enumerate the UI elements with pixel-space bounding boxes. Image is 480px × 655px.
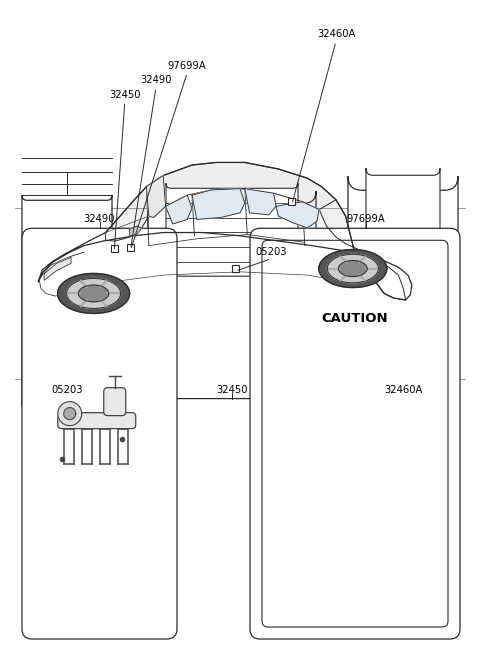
Polygon shape bbox=[67, 278, 120, 309]
Text: 32490: 32490 bbox=[140, 75, 172, 85]
Text: 32490: 32490 bbox=[84, 214, 115, 224]
Polygon shape bbox=[58, 402, 82, 426]
Bar bbox=[288, 198, 295, 205]
FancyBboxPatch shape bbox=[166, 183, 298, 281]
Text: 32460A: 32460A bbox=[384, 384, 422, 394]
FancyBboxPatch shape bbox=[250, 229, 460, 639]
FancyBboxPatch shape bbox=[58, 413, 136, 428]
Polygon shape bbox=[58, 273, 130, 314]
Text: 97699A: 97699A bbox=[168, 61, 206, 71]
Text: 32460A: 32460A bbox=[317, 29, 355, 39]
Bar bbox=[111, 246, 118, 252]
Polygon shape bbox=[38, 162, 412, 300]
Text: 05203: 05203 bbox=[255, 247, 287, 257]
Text: CAUTION: CAUTION bbox=[322, 312, 388, 325]
Polygon shape bbox=[166, 195, 192, 224]
Bar bbox=[127, 244, 134, 251]
Polygon shape bbox=[192, 189, 245, 219]
FancyBboxPatch shape bbox=[104, 388, 126, 416]
FancyBboxPatch shape bbox=[22, 195, 112, 405]
Polygon shape bbox=[106, 187, 149, 241]
Polygon shape bbox=[327, 254, 378, 283]
FancyBboxPatch shape bbox=[148, 191, 316, 411]
Text: 32450: 32450 bbox=[216, 384, 248, 394]
Text: 32450: 32450 bbox=[109, 90, 141, 100]
Polygon shape bbox=[79, 285, 109, 302]
Polygon shape bbox=[146, 162, 336, 217]
FancyBboxPatch shape bbox=[348, 176, 458, 419]
Bar bbox=[232, 265, 239, 272]
Text: 97699A: 97699A bbox=[346, 214, 385, 224]
Polygon shape bbox=[64, 407, 76, 420]
Polygon shape bbox=[338, 261, 367, 276]
FancyBboxPatch shape bbox=[22, 229, 177, 639]
Polygon shape bbox=[319, 200, 406, 300]
Polygon shape bbox=[276, 202, 319, 228]
Polygon shape bbox=[319, 250, 387, 288]
Polygon shape bbox=[44, 257, 71, 280]
Polygon shape bbox=[245, 189, 276, 215]
Text: 05203: 05203 bbox=[51, 384, 83, 394]
Polygon shape bbox=[146, 176, 166, 217]
FancyBboxPatch shape bbox=[366, 168, 440, 426]
FancyBboxPatch shape bbox=[262, 240, 448, 627]
Polygon shape bbox=[130, 226, 142, 236]
